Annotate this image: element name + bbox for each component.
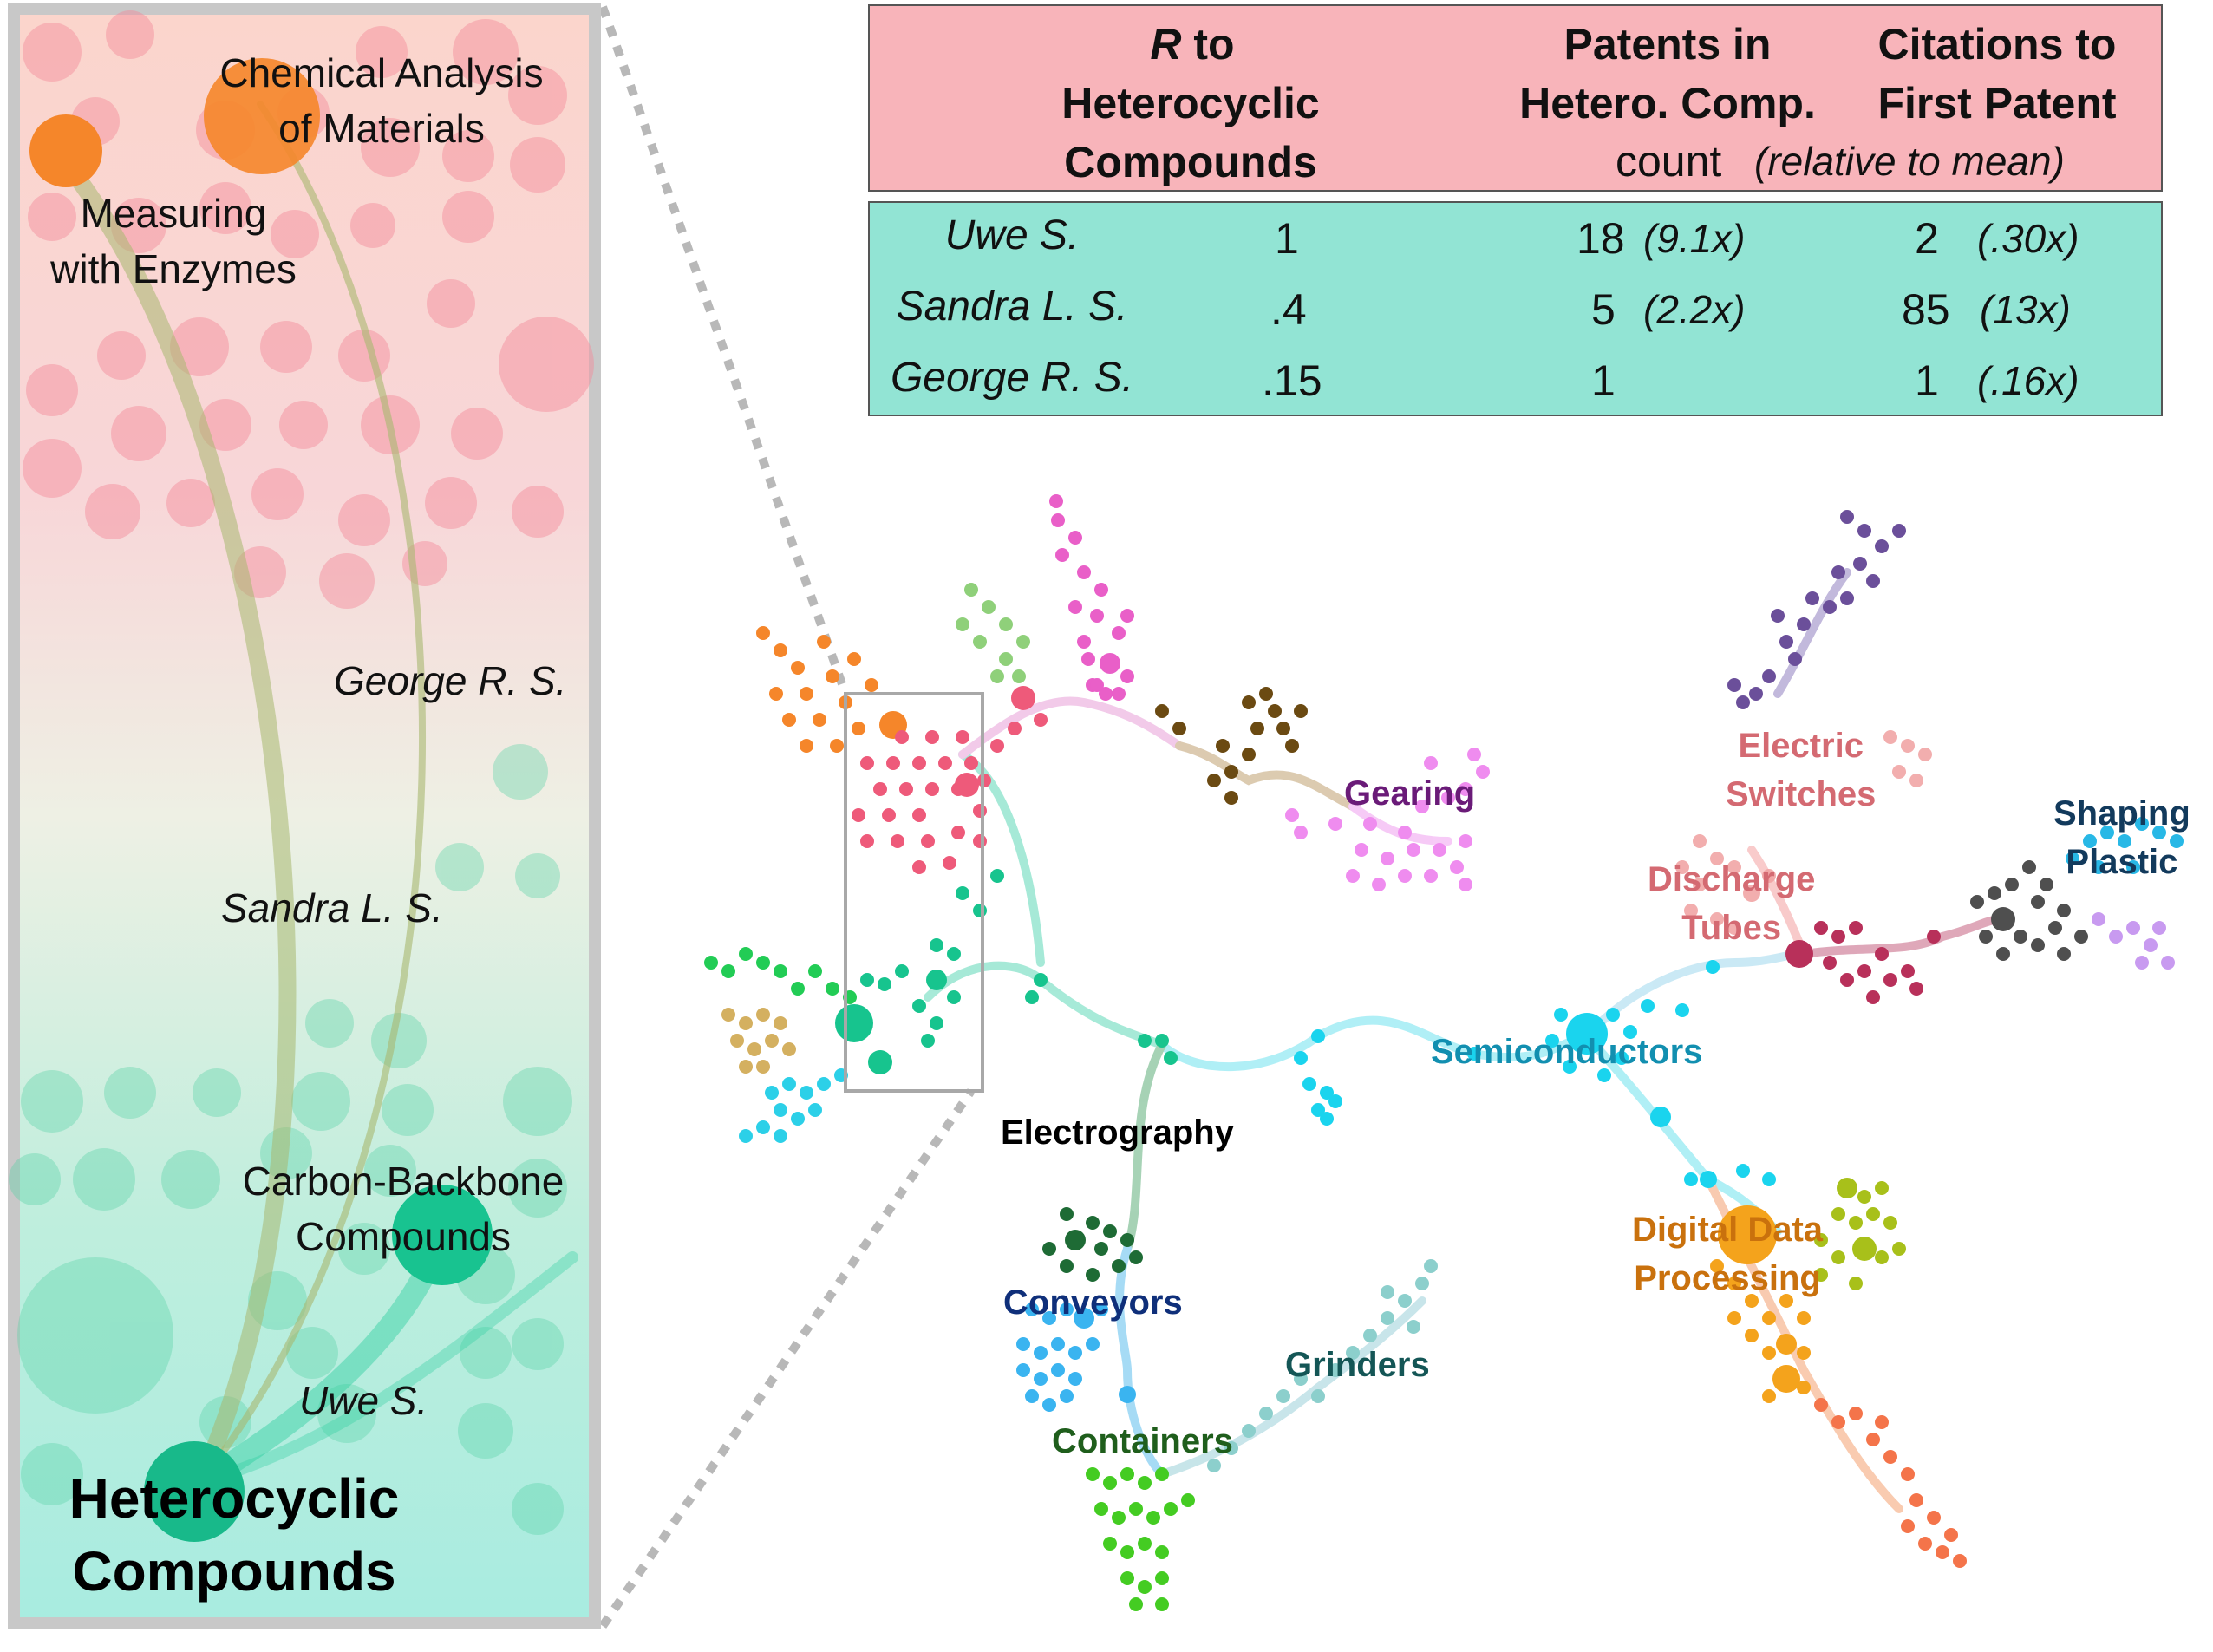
electrography-label: Electrography	[1001, 1113, 1234, 1152]
row-citations-rel: (.30x)	[1977, 216, 2079, 261]
count-label: count	[1616, 137, 1722, 186]
chem-analysis-node	[204, 58, 320, 174]
cluster-darkgray	[1970, 860, 2088, 961]
cluster-lilac	[2092, 912, 2175, 970]
r-header-line2: Heterocyclic	[1061, 79, 1320, 127]
sandra-label: Sandra L. S.	[221, 885, 443, 930]
row-patents: 5	[1591, 285, 1616, 334]
cluster-grinders	[1207, 1259, 1438, 1472]
uwe-label: Uwe S.	[299, 1378, 428, 1423]
containers-label: Containers	[1052, 1422, 1233, 1460]
cluster-brown	[1155, 687, 1308, 805]
r-header-line3: Compounds	[1064, 138, 1317, 186]
chem-analysis-label: Chemical Analysis of Materials	[219, 50, 544, 151]
cluster-skyblue	[1016, 1303, 1136, 1412]
heterocyclic-label: Heterocyclic Compounds	[69, 1467, 400, 1603]
heterocyclic-node	[144, 1441, 245, 1542]
relative-label: (relative to mean)	[1754, 139, 2065, 184]
row-citations-rel: (.16x)	[1977, 358, 2079, 403]
gearing-label: Gearing	[1344, 774, 1476, 813]
shaping-plastic-label: Shaping Plastic	[2053, 794, 2190, 881]
inset-panel	[8, 3, 601, 1629]
row-patents-rel: (9.1x)	[1643, 216, 1746, 261]
cluster-coral	[1814, 1398, 1967, 1568]
row-citations: 1	[1915, 356, 1939, 405]
cluster-olive	[1814, 1178, 1906, 1290]
cluster-magenta	[1049, 494, 1134, 701]
patents-header-line2: Hetero. Comp.	[1519, 79, 1816, 127]
digital-data-processing-label: Digital Data Processing	[1632, 1211, 1824, 1297]
cluster-blue	[2066, 817, 2184, 874]
george-label: George R. S.	[334, 658, 567, 703]
cluster-darkgreen	[1042, 1207, 1143, 1282]
cluster-green	[704, 947, 857, 1004]
row-name: Uwe S.	[944, 212, 1080, 258]
cluster-gold	[1710, 1205, 1811, 1403]
row-citations: 85	[1902, 285, 1950, 334]
cluster-pink	[852, 686, 1048, 874]
cluster-teal	[835, 869, 1178, 1074]
carbon-backbone-label: Carbon-Backbone Compounds	[242, 1159, 565, 1259]
zoom-lines	[598, 5, 976, 1629]
citations-header-line2: First Patent	[1877, 79, 2117, 127]
semiconductors-label: Semiconductors	[1431, 1033, 1703, 1071]
zoom-rectangle	[844, 692, 984, 1093]
table-header: R to Heterocyclic Compounds Patents in H…	[868, 4, 2163, 192]
discharge-tubes-label: Discharge Tubes	[1648, 860, 1816, 947]
r-header-line1: R to	[1150, 20, 1235, 69]
row-patents-rel: (2.2x)	[1643, 287, 1746, 332]
cluster-orange	[756, 626, 907, 753]
citations-header-line1: Citations to	[1877, 20, 2117, 69]
cluster-cyan	[1294, 960, 1776, 1188]
enzymes-node	[29, 114, 102, 187]
cluster-lightcyan	[739, 1068, 848, 1143]
cluster-lime	[1086, 1467, 1195, 1611]
row-patents: 18	[1577, 214, 1625, 263]
patents-header-line1: Patents in	[1563, 20, 1772, 69]
row-r: .4	[1270, 285, 1307, 334]
enzymes-label: Measuring with Enzymes	[50, 191, 297, 291]
grinders-label: Grinders	[1285, 1346, 1430, 1384]
row-name: Sandra L. S.	[896, 284, 1128, 330]
row-r: 1	[1275, 214, 1299, 263]
cluster-salmon	[1675, 730, 1932, 935]
cluster-purple	[1727, 510, 1906, 709]
carbon-backbone-node	[392, 1185, 493, 1285]
cluster-lightgreen	[956, 583, 1030, 683]
cluster-tan	[721, 1008, 796, 1074]
row-patents: 1	[1591, 356, 1616, 405]
row-name: George R. S.	[890, 355, 1134, 401]
conveyors-label: Conveyors	[1003, 1283, 1183, 1322]
cluster-violet	[1285, 748, 1490, 891]
row-citations-rel: (13x)	[1980, 287, 2071, 332]
row-r: .15	[1262, 356, 1322, 405]
network-graph	[704, 494, 2184, 1611]
table-body: Uwe S. 1 18 (9.1x) 2 (.30x) Sandra L. S.…	[868, 201, 2163, 416]
electric-switches-label: Electric Switches	[1726, 727, 1877, 813]
row-citations: 2	[1915, 214, 1939, 263]
cluster-maroon	[1785, 921, 1941, 1004]
